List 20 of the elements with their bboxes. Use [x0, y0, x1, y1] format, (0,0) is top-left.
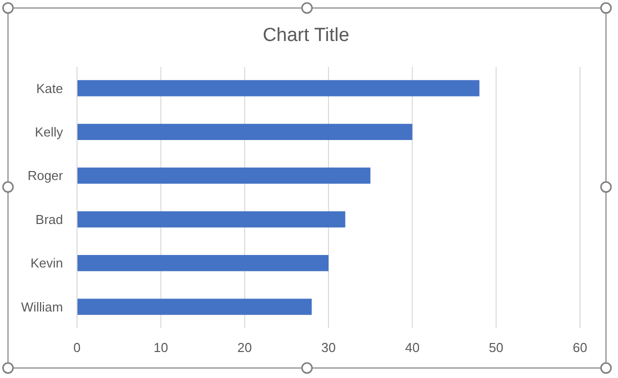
x-tick-label: 0	[73, 340, 81, 355]
x-tick-label: 40	[405, 340, 420, 355]
bar	[77, 211, 346, 228]
x-tick-label: 10	[154, 340, 168, 355]
x-tick-label: 20	[237, 340, 252, 355]
bar	[77, 168, 370, 184]
bar	[77, 80, 480, 96]
y-tick-label: Kate	[36, 80, 63, 96]
bar	[77, 298, 312, 315]
y-tick-label: Kelly	[34, 124, 64, 140]
y-tick-label: William	[21, 299, 63, 314]
bar	[77, 254, 328, 272]
y-tick-label: Brad	[36, 212, 63, 227]
x-tick-label: 50	[488, 340, 504, 355]
y-tick-label: Roger	[28, 168, 64, 184]
chart-title: Chart Title	[262, 25, 350, 46]
y-tick-label: Kevin	[30, 256, 63, 271]
x-tick-label: 60	[572, 340, 588, 355]
x-tick-label: 30	[321, 340, 336, 355]
bar	[77, 124, 412, 140]
